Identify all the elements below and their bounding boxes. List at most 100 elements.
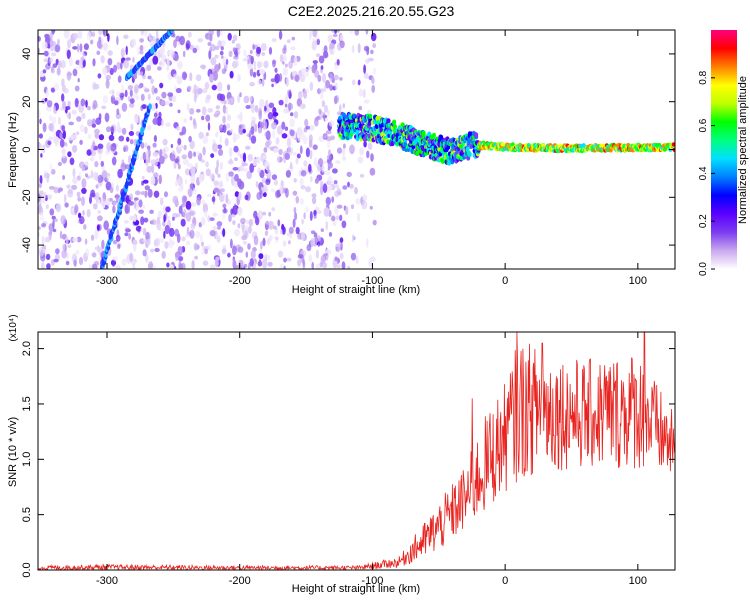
noise-cell xyxy=(265,220,270,225)
noise-cell xyxy=(335,215,340,221)
noise-cell xyxy=(283,54,287,62)
noise-cell xyxy=(74,97,79,108)
noise-cell xyxy=(98,152,102,161)
noise-cell xyxy=(204,210,208,218)
noise-cell xyxy=(91,263,98,269)
noise-cell xyxy=(320,185,324,196)
noise-cell xyxy=(265,179,271,186)
noise-cell xyxy=(324,248,330,254)
noise-cell xyxy=(200,64,207,70)
noise-cell xyxy=(352,233,355,243)
noise-cell xyxy=(147,75,152,80)
noise-cell xyxy=(67,244,72,249)
noise-cell xyxy=(50,52,57,57)
noise-cell xyxy=(128,200,134,206)
noise-cell xyxy=(196,151,200,157)
noise-cell xyxy=(367,109,372,115)
noise-cell xyxy=(209,73,214,83)
noise-cell xyxy=(237,74,241,82)
noise-cell xyxy=(351,79,356,86)
noise-cell xyxy=(181,236,186,242)
noise-cell xyxy=(202,203,209,214)
noise-cell xyxy=(79,139,83,145)
noise-cell xyxy=(55,248,60,255)
noise-cell xyxy=(205,161,209,168)
noise-cell xyxy=(79,124,85,133)
noise-cell xyxy=(255,181,259,188)
noise-cell xyxy=(75,59,80,65)
noise-cell xyxy=(228,214,232,223)
noise-cell xyxy=(234,157,238,161)
noise-cell xyxy=(293,56,298,66)
noise-cell xyxy=(111,259,116,267)
colorbar-tick-label: 0.8 xyxy=(698,70,709,84)
noise-cell xyxy=(251,103,255,114)
noise-cell xyxy=(84,238,88,245)
noise-cell xyxy=(76,191,81,198)
noise-cell xyxy=(98,134,105,141)
noise-cell xyxy=(176,126,180,131)
noise-cell xyxy=(96,224,100,231)
noise-cell xyxy=(357,156,364,164)
noise-cell xyxy=(46,100,53,108)
noise-cell xyxy=(193,93,197,103)
carrier-cell xyxy=(390,140,395,147)
noise-cell xyxy=(243,264,248,268)
noise-cell xyxy=(41,41,48,50)
noise-cell xyxy=(293,111,299,119)
noise-cell xyxy=(40,153,43,158)
noise-cell xyxy=(190,223,196,230)
noise-cell xyxy=(259,121,265,129)
y-tick-label: 1.0 xyxy=(21,452,33,467)
noise-cell xyxy=(159,82,164,89)
noise-cell xyxy=(124,89,128,98)
noise-cell xyxy=(317,88,321,95)
spectrogram-x-label: Height of straight line (km) xyxy=(292,284,420,296)
noise-cell xyxy=(319,90,324,100)
noise-cell xyxy=(116,35,119,46)
noise-cell xyxy=(278,99,284,106)
noise-cell xyxy=(261,52,266,56)
noise-cell xyxy=(178,205,183,214)
noise-cell xyxy=(108,134,115,141)
noise-cell xyxy=(225,172,230,182)
noise-cell xyxy=(205,132,209,137)
noise-cell xyxy=(235,43,241,50)
noise-cell xyxy=(253,235,259,246)
noise-cell xyxy=(313,214,317,219)
noise-cell xyxy=(71,109,77,115)
noise-cell xyxy=(354,186,358,195)
carrier-cell xyxy=(386,118,391,124)
noise-cell xyxy=(302,259,306,269)
noise-cell xyxy=(365,30,369,35)
noise-cell xyxy=(188,135,192,143)
noise-cell xyxy=(162,148,166,155)
noise-cell xyxy=(173,53,179,62)
noise-cell xyxy=(195,230,201,239)
noise-cell xyxy=(45,253,51,261)
noise-cell xyxy=(255,216,260,226)
noise-cell xyxy=(257,210,263,220)
noise-cell xyxy=(222,213,226,221)
noise-cell xyxy=(91,118,96,127)
noise-cell xyxy=(271,174,278,181)
noise-cell xyxy=(195,108,201,113)
noise-cell xyxy=(101,239,105,250)
noise-cell xyxy=(201,216,206,226)
noise-cell xyxy=(67,38,71,49)
noise-cell xyxy=(62,153,66,159)
noise-cell xyxy=(61,148,66,155)
noise-cell xyxy=(194,162,198,170)
noise-cell xyxy=(41,262,45,269)
y-tick-label: 0.0 xyxy=(21,562,33,577)
noise-cell xyxy=(136,46,140,56)
noise-cell xyxy=(183,144,187,151)
noise-cell xyxy=(135,190,141,196)
noise-cell xyxy=(294,212,298,221)
noise-cell xyxy=(142,204,145,209)
noise-cell xyxy=(57,161,63,167)
noise-cell xyxy=(140,142,145,149)
noise-cell xyxy=(86,149,92,156)
noise-cell xyxy=(123,220,129,224)
noise-cell xyxy=(95,117,102,125)
